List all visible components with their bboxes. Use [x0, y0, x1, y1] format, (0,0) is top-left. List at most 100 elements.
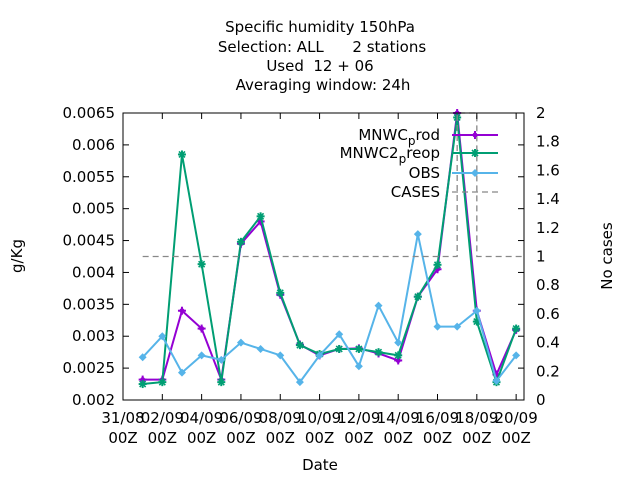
- x-tick-label-date: 16/09: [416, 409, 459, 427]
- y2-tick-label: 1.8: [536, 133, 560, 151]
- data-point: [394, 338, 403, 347]
- y2-tick-label: 1.2: [536, 219, 560, 237]
- plot-axes: 0.002 0.0025 0.003 0.0035 0.004 0.0045 0.005 0.…: [63, 104, 560, 447]
- y2-tick-label: 0.6: [536, 305, 560, 323]
- series-mnwc-prod: [138, 109, 521, 384]
- y-tick-label: 0.0035: [63, 295, 116, 313]
- y-tick-label: 0.0025: [63, 359, 116, 377]
- data-point: [413, 230, 422, 239]
- cases-line: [142, 112, 524, 258]
- y-tick-label: 0.005: [72, 200, 115, 218]
- y2-tick-label: 0.8: [536, 276, 560, 294]
- legend-label: OBS: [409, 164, 440, 182]
- x-tick-label-time: 00Z: [384, 429, 413, 447]
- data-point: [158, 332, 167, 341]
- legend-label: MNWC2preop: [340, 144, 440, 166]
- data-point: [197, 324, 206, 333]
- y-tick-label: 0.0045: [63, 232, 116, 250]
- data-point: [433, 260, 442, 269]
- data-point: [276, 288, 285, 297]
- data-point: [295, 378, 304, 387]
- data-point: [492, 376, 501, 385]
- legend-label: MNWCprod: [358, 126, 440, 148]
- chart-title: Specific humidity 150hPa Selection: ALL …: [218, 18, 426, 94]
- data-point: [217, 378, 226, 387]
- data-point: [177, 306, 186, 315]
- x-tick-label-date: 31/08: [101, 409, 144, 427]
- x-tick-label-date: 08/09: [259, 409, 302, 427]
- y2-tick-label: 0.4: [536, 334, 560, 352]
- data-point: [138, 353, 147, 362]
- data-point: [236, 338, 245, 347]
- x-tick-label-date: 18/09: [455, 409, 498, 427]
- data-point: [315, 351, 324, 360]
- legend-marker: [471, 169, 479, 177]
- y-tick-label: 0.002: [72, 391, 115, 409]
- y2-tick-label: 1.6: [536, 161, 560, 179]
- chart-title-line-4: Averaging window: 24h: [236, 76, 411, 94]
- data-point: [177, 150, 186, 159]
- x-tick-label-date: 14/09: [377, 409, 420, 427]
- legend-entry-cases: CASES: [391, 183, 498, 201]
- data-point: [335, 330, 344, 339]
- y2-tick-label: 0.2: [536, 362, 560, 380]
- x-axis-label: Date: [302, 456, 338, 474]
- x-tick-label-date: 12/09: [337, 409, 380, 427]
- y-tick-label: 0.006: [72, 136, 115, 154]
- plot-series: [138, 109, 524, 389]
- data-point: [512, 324, 521, 333]
- x-tick-label-date: 06/09: [219, 409, 262, 427]
- x-tick-label-time: 00Z: [423, 429, 452, 447]
- legend-entry-obs: OBS: [409, 164, 498, 182]
- data-point: [217, 355, 226, 364]
- data-point: [413, 292, 422, 301]
- chart-title-line-3: Used 12 + 06: [266, 57, 373, 75]
- series-mnwc2-preop: [138, 113, 521, 389]
- data-point: [354, 362, 363, 371]
- data-point: [197, 260, 206, 269]
- y2-tick-label: 2: [536, 104, 546, 122]
- y-axis-label: g/Kg: [8, 239, 26, 273]
- x-tick-label-date: 04/09: [180, 409, 223, 427]
- data-point: [138, 380, 147, 389]
- data-point: [158, 378, 167, 387]
- series-line: [142, 117, 518, 386]
- y-tick-label: 0.003: [72, 327, 115, 345]
- x-tick-label-time: 00Z: [187, 429, 216, 447]
- y-tick-label: 0.0055: [63, 168, 116, 186]
- x-tick-label-time: 00Z: [226, 429, 255, 447]
- plot-frame: [122, 112, 525, 401]
- x-tick-label-date: 20/09: [495, 409, 538, 427]
- legend-marker: [471, 149, 479, 157]
- series-line: [141, 233, 517, 384]
- data-point: [256, 344, 265, 353]
- x-tick-label-time: 00Z: [148, 429, 177, 447]
- chart-title-line-2: Selection: ALL 2 stations: [218, 38, 426, 56]
- x-tick-label-time: 00Z: [266, 429, 295, 447]
- data-point: [295, 341, 304, 350]
- x-tick-label-date: 02/09: [141, 409, 184, 427]
- data-point: [197, 351, 206, 360]
- data-point: [374, 301, 383, 310]
- data-point: [335, 344, 344, 353]
- series-cases: [142, 112, 524, 258]
- data-point: [512, 351, 521, 360]
- data-point: [236, 237, 245, 246]
- data-point: [354, 344, 363, 353]
- x-tick-label-time: 00Z: [344, 429, 373, 447]
- y-tick-label: 0.004: [72, 263, 115, 281]
- y2-tick-label: 0: [536, 391, 546, 409]
- data-point: [453, 322, 462, 331]
- data-point: [177, 368, 186, 377]
- data-point: [138, 375, 147, 384]
- y2-axis-label: No cases: [598, 222, 616, 290]
- x-tick-label-date: 10/09: [298, 409, 341, 427]
- legend-marker: [471, 131, 479, 139]
- series-obs: [138, 230, 521, 387]
- x-tick-label-time: 00Z: [108, 429, 137, 447]
- x-tick-label-time: 00Z: [462, 429, 491, 447]
- x-tick-label-time: 00Z: [305, 429, 334, 447]
- y2-tick-label: 1.4: [536, 190, 560, 208]
